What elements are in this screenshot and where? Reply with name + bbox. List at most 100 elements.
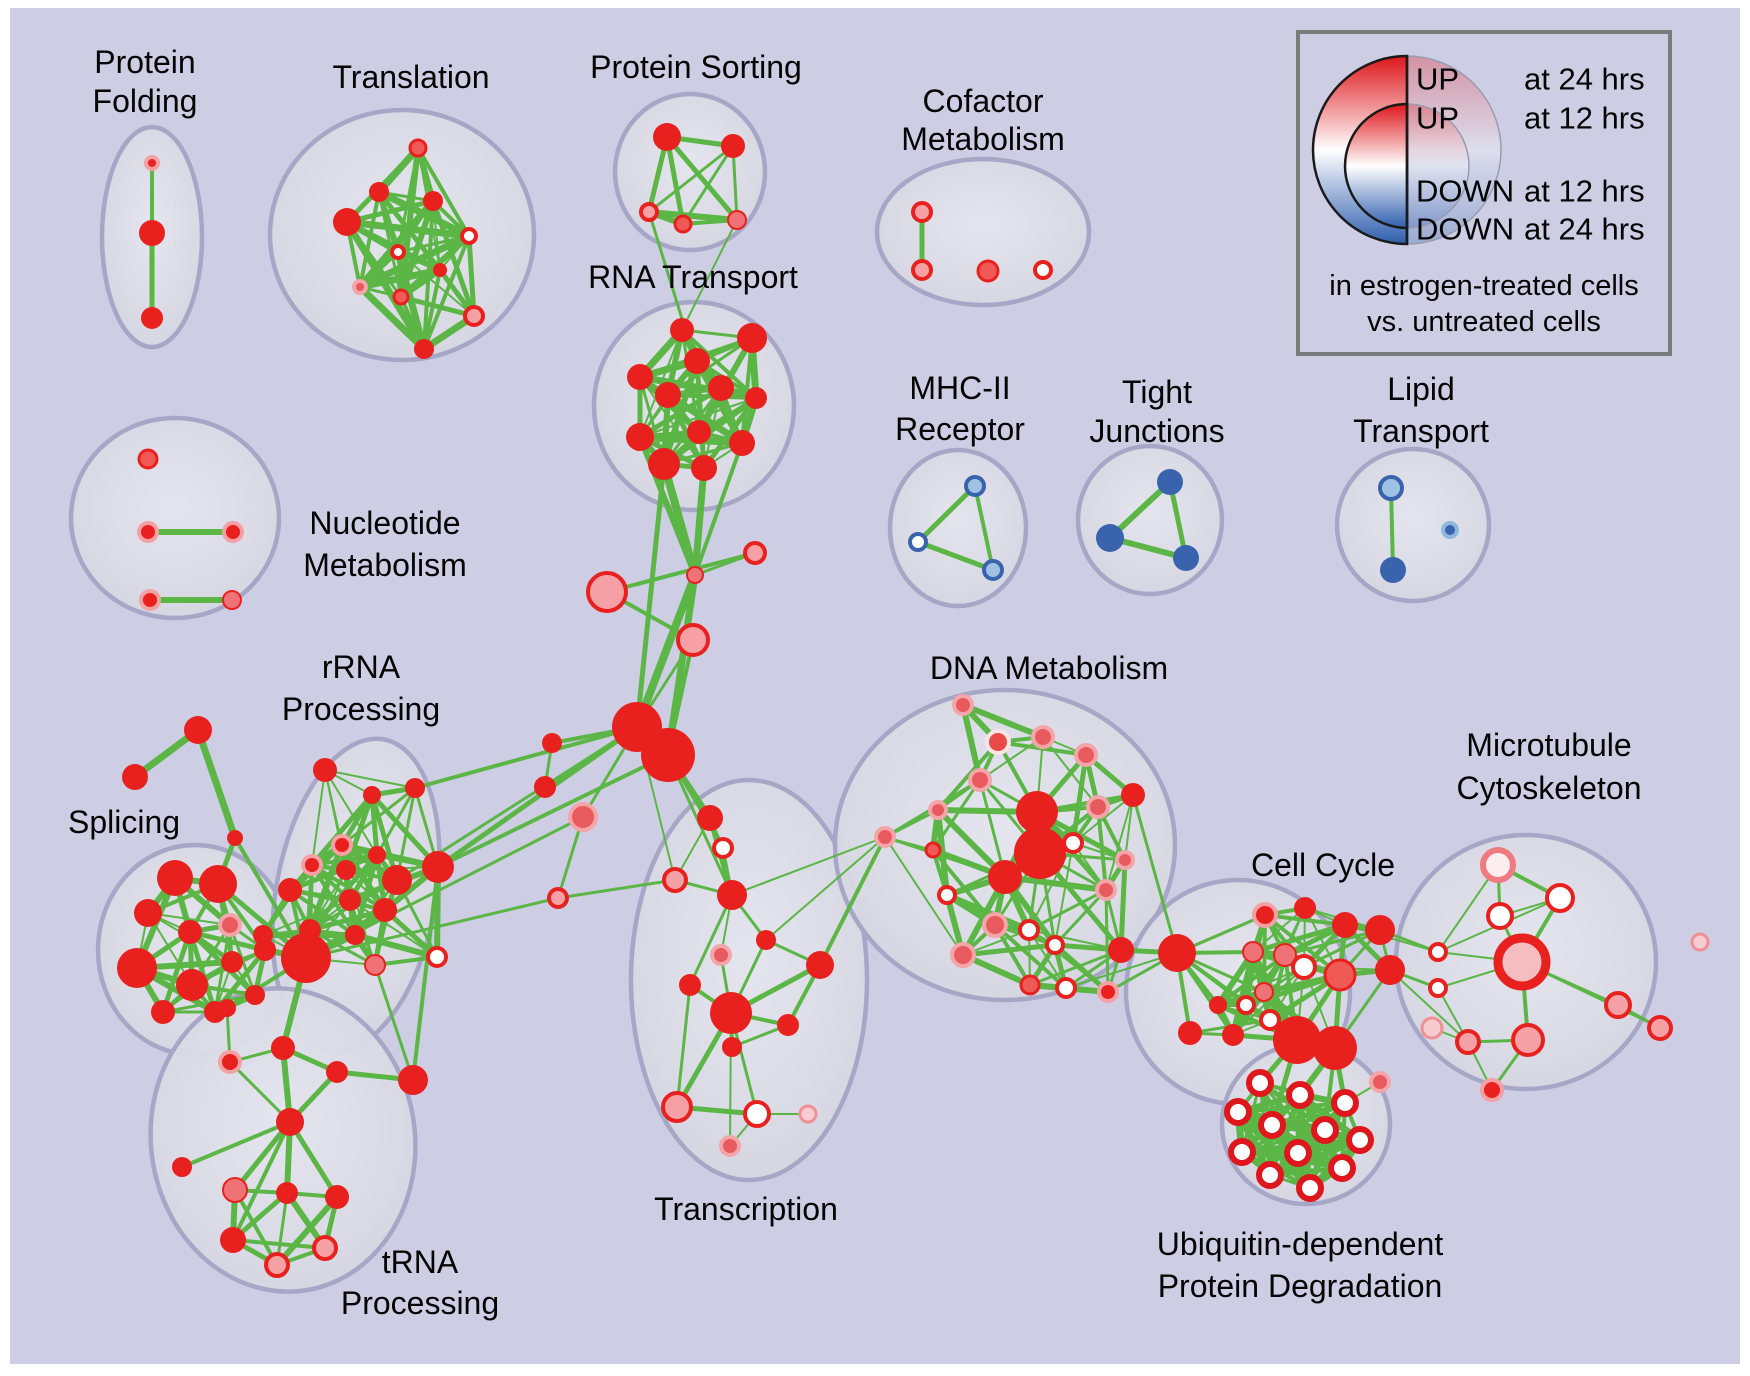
network-edge — [466, 233, 477, 319]
network-node — [373, 898, 397, 922]
cluster-label-dna-metabolism: DNA Metabolism — [930, 650, 1168, 686]
network-node — [874, 826, 896, 848]
network-edge — [675, 983, 692, 1109]
network-edge — [731, 836, 886, 896]
network-node — [1173, 545, 1199, 571]
network-node — [1420, 1016, 1444, 1040]
network-node — [1286, 1081, 1314, 1109]
network-edge — [1118, 857, 1128, 953]
network-edge — [194, 726, 239, 842]
network-edge — [1236, 1101, 1347, 1114]
network-node — [1273, 1016, 1321, 1064]
network-node — [1545, 883, 1575, 913]
network-node — [1323, 958, 1357, 992]
network-edge — [436, 753, 670, 869]
network-node — [414, 339, 434, 359]
cluster-label-trna-processing: Processing — [341, 1285, 499, 1321]
legend-caption-line2: vs. untreated cells — [1367, 306, 1601, 338]
network-node — [218, 913, 242, 937]
network-edge — [416, 146, 471, 238]
nodes-layer — [117, 123, 1710, 1278]
network-edge — [187, 929, 218, 1015]
network-edge — [1028, 948, 1123, 987]
network-node — [712, 837, 734, 859]
network-node — [911, 201, 933, 223]
network-node — [1375, 955, 1405, 985]
network-node — [1480, 847, 1516, 883]
network-edge — [1283, 928, 1382, 957]
network-node — [1097, 981, 1119, 1003]
network-edge — [231, 1120, 292, 1242]
cluster-label-nucleotide-metabolism: Nucleotide — [309, 505, 460, 541]
network-node — [686, 566, 704, 584]
network-node — [254, 939, 276, 961]
network-edge — [274, 1194, 340, 1268]
network-edge — [262, 899, 351, 936]
network-node — [722, 1037, 742, 1057]
network-node — [968, 768, 992, 792]
network-node — [684, 348, 710, 374]
cluster-label-tight-junctions: Tight — [1122, 374, 1192, 410]
network-edge — [960, 942, 1058, 958]
network-node — [368, 846, 386, 864]
network-edge — [356, 197, 437, 291]
network-node — [639, 202, 659, 222]
network-edge — [765, 836, 886, 941]
legend-down-12-time: at 12 hrs — [1524, 174, 1645, 209]
network-edge — [395, 786, 417, 882]
network-node — [423, 191, 443, 211]
network-node — [222, 1177, 248, 1203]
network-edge — [288, 888, 387, 912]
network-edge — [1053, 888, 1108, 947]
network-edge — [340, 786, 417, 847]
network-node — [301, 854, 323, 876]
network-edge — [311, 769, 326, 866]
network-edge — [680, 328, 758, 400]
network-node — [1346, 1126, 1374, 1154]
network-node — [1121, 783, 1145, 807]
network-node — [1095, 879, 1117, 901]
network-edge — [356, 266, 444, 291]
network-edge — [1105, 794, 1134, 891]
network-edge — [1389, 486, 1395, 572]
network-node — [1018, 919, 1040, 941]
network-node — [1332, 912, 1358, 938]
network-node — [220, 1227, 246, 1253]
network-node — [952, 694, 974, 716]
network-node — [1242, 941, 1264, 963]
network-edge — [307, 907, 388, 933]
network-edge — [422, 268, 442, 351]
network-edge — [356, 283, 428, 353]
network-edge — [288, 1120, 339, 1199]
network-edge — [435, 724, 640, 870]
network-edge — [634, 461, 667, 730]
network-node — [985, 729, 1011, 755]
cluster-label-transcription: Transcription — [654, 1191, 838, 1227]
network-node — [178, 920, 202, 944]
network-node — [1284, 1139, 1312, 1167]
network-node — [227, 830, 243, 846]
network-node — [1157, 469, 1183, 495]
network-edge — [915, 539, 996, 573]
cluster-label-rrna-processing: Processing — [282, 691, 440, 727]
cluster-label-tight-junctions: Junctions — [1089, 413, 1224, 449]
cluster-label-lipid-transport: Lipid — [1387, 371, 1455, 407]
network-node — [1222, 1024, 1244, 1046]
network-node — [1259, 1009, 1281, 1031]
network-node — [691, 455, 717, 481]
cluster-label-trna-processing: tRNA — [382, 1244, 459, 1280]
network-node — [218, 999, 236, 1017]
network-edge — [818, 835, 887, 967]
network-node — [1031, 725, 1055, 749]
network-node — [626, 423, 654, 451]
network-node — [433, 263, 447, 277]
network-node — [1224, 1098, 1252, 1126]
network-edge — [398, 294, 477, 319]
network-edge — [344, 198, 436, 225]
cluster-tight-junctions — [1075, 443, 1225, 597]
network-node — [405, 778, 425, 798]
network-node — [743, 1100, 771, 1128]
cluster-label-mhc-ii-receptor: MHC-II — [909, 370, 1010, 406]
legend-up-12-state: UP — [1416, 101, 1459, 136]
cluster-label-protein-folding: Folding — [93, 83, 198, 119]
